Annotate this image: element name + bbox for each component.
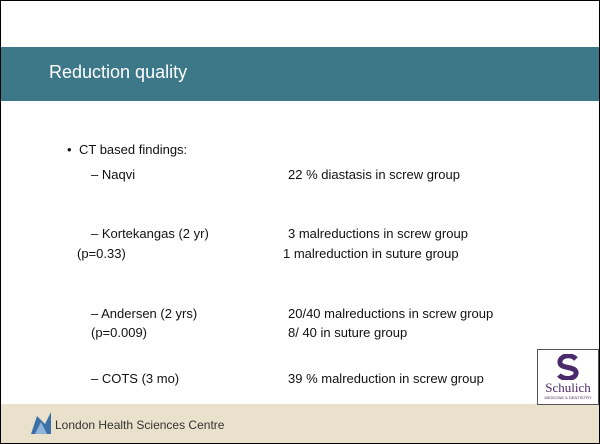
row-left: – COTS (3 mo) (91, 371, 180, 386)
bullet-dot: • (67, 142, 72, 157)
row-right: 3 malreductions in screw group (288, 226, 468, 241)
footer-bar: London Health Sciences Centre (1, 404, 599, 443)
row-right: 8/ 40 in suture group (288, 325, 408, 340)
schulich-logo: Schulich MEDICINE & DENTISTRY (537, 349, 599, 405)
row-left: – Andersen (2 yrs) (91, 306, 198, 321)
row-left: – Naqvi (91, 167, 136, 182)
row-right: 1 malreduction in suture group (283, 246, 459, 261)
slide-title: Reduction quality (49, 62, 188, 82)
row-left: (p=0.009) (91, 325, 148, 340)
org-icon (31, 412, 51, 434)
row-left: (p=0.33) (77, 246, 126, 261)
logo-mark (557, 354, 579, 380)
bullet-text: CT based findings: (79, 142, 188, 157)
row-right: 39 % malreduction in screw group (288, 371, 484, 386)
logo-subtext: MEDICINE & DENTISTRY (544, 395, 592, 400)
logo-text: Schulich (545, 380, 591, 395)
row-right: 20/40 malreductions in screw group (288, 306, 494, 321)
organization-name: London Health Sciences Centre (55, 418, 225, 432)
header-bar: Reduction quality (1, 47, 599, 101)
row-left: – Kortekangas (2 yr) (91, 226, 209, 241)
row-right: 22 % diastasis in screw group (288, 167, 460, 182)
